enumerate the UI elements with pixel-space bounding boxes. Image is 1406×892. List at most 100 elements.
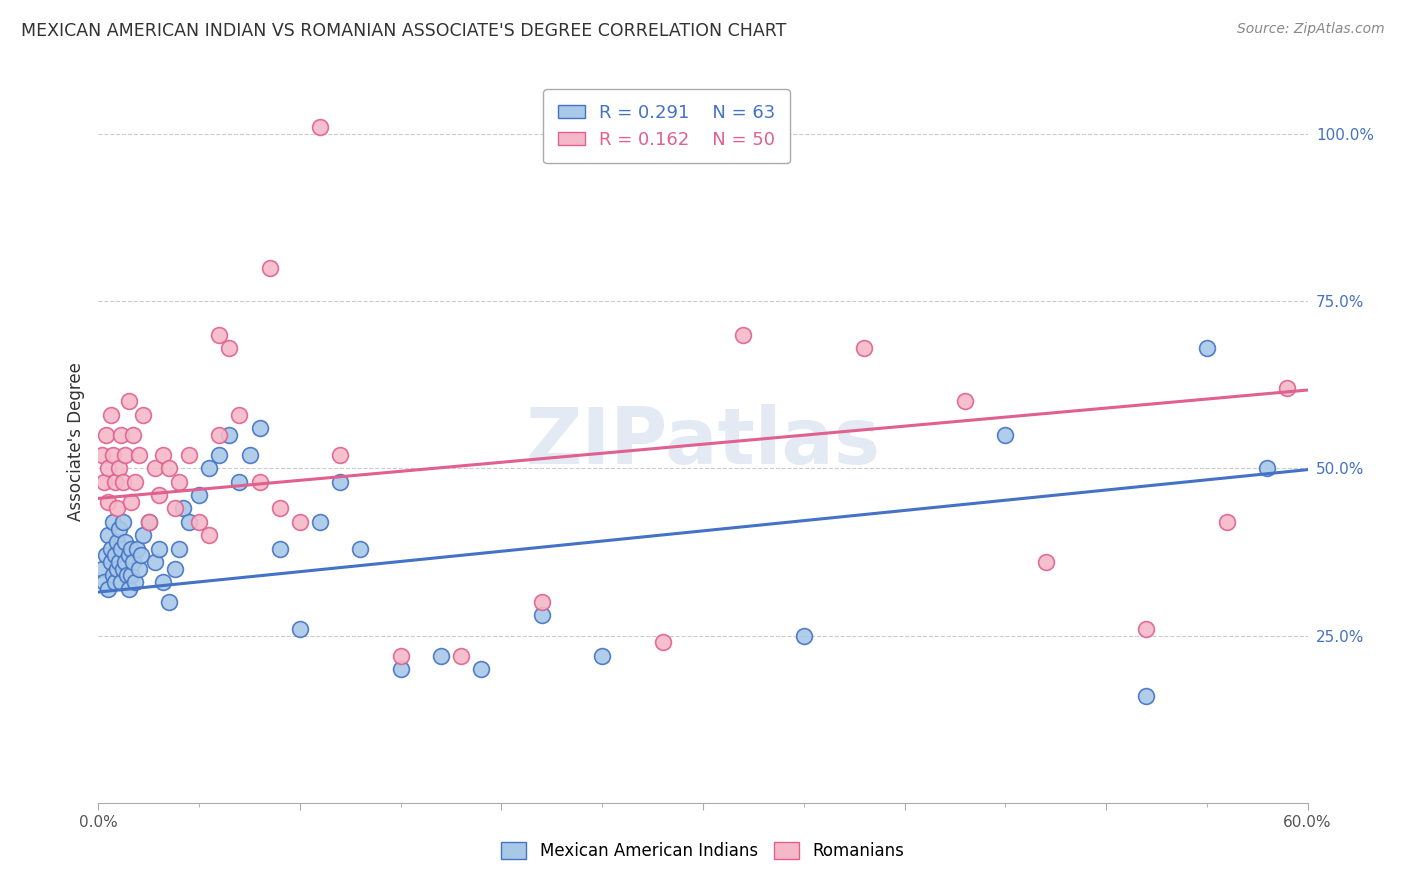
Point — [93, 575, 115, 590]
Point — [530, 595, 553, 609]
Point — [100, 541, 122, 556]
Point — [1195, 341, 1218, 355]
Point — [143, 555, 166, 569]
Point — [651, 635, 673, 649]
Point — [208, 427, 231, 442]
Point — [118, 582, 141, 596]
Point — [111, 515, 134, 529]
Point — [208, 448, 231, 462]
Point — [103, 475, 125, 489]
Point — [103, 575, 125, 590]
Point — [163, 501, 186, 516]
Point — [103, 548, 125, 563]
Point — [188, 515, 211, 529]
Legend: Mexican American Indians, Romanians: Mexican American Indians, Romanians — [495, 835, 911, 867]
Point — [329, 448, 352, 462]
Point — [167, 541, 190, 556]
Point — [389, 662, 412, 676]
Point — [994, 427, 1017, 442]
Point — [107, 555, 129, 569]
Point — [121, 427, 143, 442]
Point — [97, 528, 120, 542]
Point — [148, 541, 170, 556]
Point — [125, 541, 148, 556]
Point — [288, 515, 311, 529]
Point — [157, 461, 180, 475]
Point — [128, 562, 150, 576]
Point — [249, 421, 271, 435]
Point — [450, 648, 472, 663]
Point — [110, 541, 132, 556]
Point — [96, 548, 118, 563]
Point — [259, 260, 281, 275]
Point — [110, 575, 132, 590]
Text: Source: ZipAtlas.com: Source: ZipAtlas.com — [1237, 22, 1385, 37]
Point — [1216, 515, 1239, 529]
Point — [138, 515, 160, 529]
Point — [97, 494, 120, 508]
Point — [148, 488, 170, 502]
Point — [120, 541, 142, 556]
Point — [953, 394, 976, 409]
Point — [105, 534, 128, 549]
Point — [157, 595, 180, 609]
Point — [530, 608, 553, 623]
Point — [100, 408, 122, 422]
Point — [120, 568, 142, 582]
Point — [101, 515, 124, 529]
Point — [198, 461, 221, 475]
Point — [114, 555, 136, 569]
Point — [105, 501, 128, 516]
Point — [179, 448, 201, 462]
Point — [198, 528, 221, 542]
Point — [115, 568, 138, 582]
Point — [114, 448, 136, 462]
Point — [121, 555, 143, 569]
Point — [188, 488, 211, 502]
Point — [218, 427, 240, 442]
Point — [163, 562, 186, 576]
Point — [107, 461, 129, 475]
Point — [97, 461, 120, 475]
Point — [470, 662, 492, 676]
Point — [143, 461, 166, 475]
Point — [96, 427, 118, 442]
Point — [269, 541, 291, 556]
Point — [1135, 689, 1157, 703]
Point — [129, 548, 152, 563]
Point — [349, 541, 371, 556]
Point — [110, 427, 132, 442]
Point — [107, 521, 129, 535]
Point — [239, 448, 262, 462]
Point — [218, 341, 240, 355]
Point — [105, 562, 128, 576]
Point — [152, 575, 174, 590]
Point — [228, 475, 250, 489]
Point — [733, 327, 755, 342]
Point — [793, 628, 815, 642]
Point — [118, 548, 141, 563]
Point — [91, 562, 114, 576]
Point — [124, 475, 146, 489]
Point — [269, 501, 291, 516]
Point — [329, 475, 352, 489]
Point — [111, 562, 134, 576]
Point — [132, 528, 155, 542]
Point — [118, 394, 141, 409]
Point — [101, 568, 124, 582]
Point — [591, 648, 613, 663]
Point — [430, 648, 453, 663]
Point — [1277, 381, 1299, 395]
Y-axis label: Associate's Degree: Associate's Degree — [66, 362, 84, 521]
Point — [389, 648, 412, 663]
Point — [853, 341, 876, 355]
Point — [167, 475, 190, 489]
Point — [111, 475, 134, 489]
Point — [93, 475, 115, 489]
Point — [124, 575, 146, 590]
Point — [97, 582, 120, 596]
Point — [288, 622, 311, 636]
Point — [1135, 622, 1157, 636]
Point — [208, 327, 231, 342]
Point — [1256, 461, 1278, 475]
